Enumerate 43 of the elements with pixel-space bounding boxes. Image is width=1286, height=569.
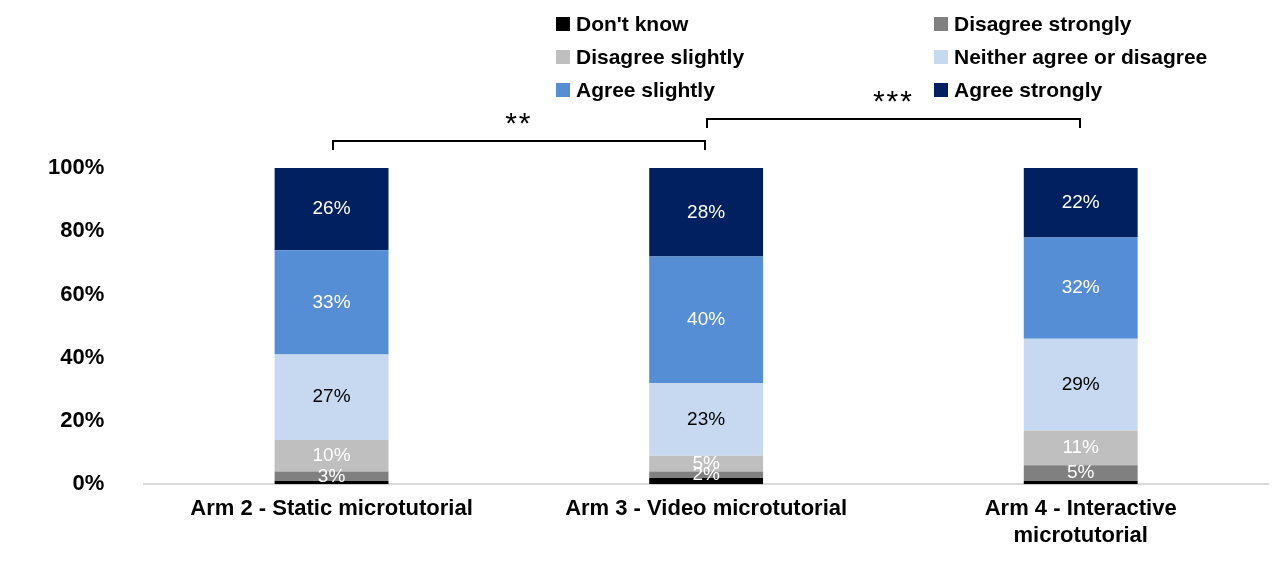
text: ** <box>504 106 534 140</box>
legend-label: Agree slightly <box>576 77 715 102</box>
data-label: 28% <box>687 200 726 222</box>
y-tick-label: 60% <box>60 280 105 306</box>
legend-label: Disagree strongly <box>954 11 1132 36</box>
x-tick-label: Arm 4 - Interactive microtutorial <box>984 495 1177 547</box>
data-label: 22% <box>1061 191 1100 213</box>
data-label: 3% <box>317 464 346 486</box>
bar <box>649 383 764 456</box>
bar <box>1023 168 1138 238</box>
data-label: 11% <box>1062 436 1100 458</box>
bar <box>1023 465 1138 482</box>
bar <box>649 256 764 384</box>
legend-label: Disagree slightly <box>576 44 745 69</box>
bar <box>1023 237 1138 339</box>
x-tick-label: Arm 2 - Static microtutorial <box>190 495 473 521</box>
y-tick-label: 100% <box>47 154 105 180</box>
bar <box>649 168 764 257</box>
data-label: 40% <box>687 308 726 330</box>
data-label: 27% <box>312 385 351 407</box>
bar <box>274 250 389 355</box>
y-tick-label: 0% <box>72 470 105 496</box>
legend-label: Agree strongly <box>954 77 1103 102</box>
data-label: 10% <box>312 443 351 465</box>
data-label: 23% <box>687 407 726 429</box>
bar <box>1023 338 1138 431</box>
x-tick-label: Arm 3 - Video microtutorial <box>565 495 848 521</box>
y-tick-label: 40% <box>60 343 105 369</box>
bar <box>1023 481 1138 485</box>
text: *** <box>871 84 915 118</box>
legend-label: Neither agree or disagree <box>954 44 1208 69</box>
data-label: 33% <box>312 290 351 312</box>
legend-label: Don't know <box>576 11 689 36</box>
data-label: 29% <box>1061 372 1100 394</box>
bar <box>274 354 389 440</box>
data-label: 32% <box>1061 276 1100 298</box>
bar <box>274 168 389 251</box>
bar <box>1023 430 1138 466</box>
data-label: 26% <box>312 197 351 219</box>
y-tick-label: 80% <box>60 217 105 243</box>
bar <box>274 481 389 485</box>
y-tick-label: 20% <box>60 407 105 433</box>
data-label: 5% <box>1066 461 1095 483</box>
